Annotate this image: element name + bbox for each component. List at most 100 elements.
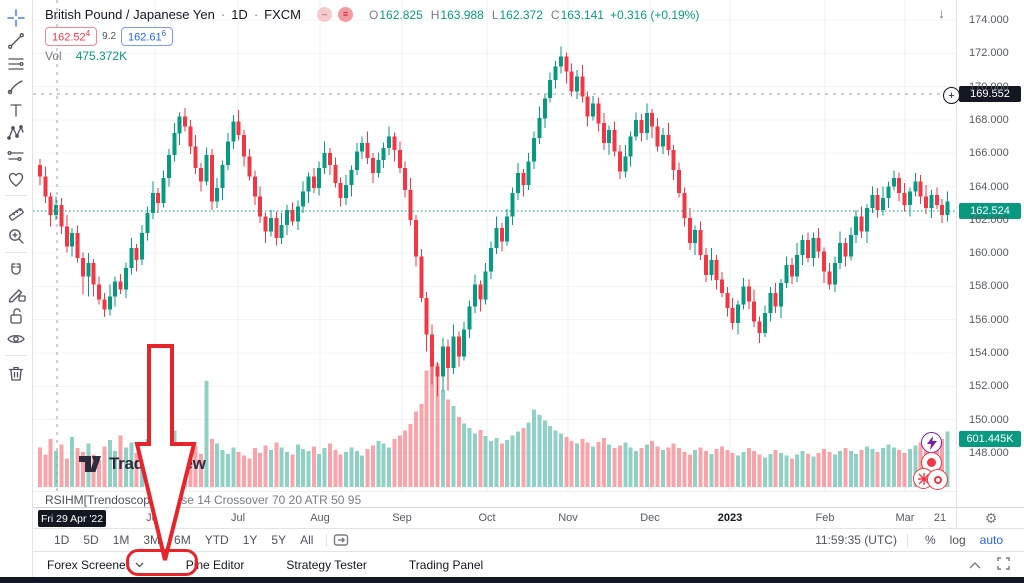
range-buttons: 1D 5D 1M 3M 6M YTD 1Y 5Y All xyxy=(47,531,320,549)
range-button-5y[interactable]: 5Y xyxy=(271,533,287,547)
tradingview-logo-icon xyxy=(79,456,101,472)
candlestick-chart[interactable] xyxy=(33,0,956,491)
time-tick: Dec xyxy=(640,512,660,524)
tab-forex-screener[interactable]: Forex Screener xyxy=(47,558,144,572)
lightning-bubble[interactable] xyxy=(921,432,942,453)
range-button-1y[interactable]: 1Y xyxy=(242,533,258,547)
price-tick: 150.000 xyxy=(969,413,1009,426)
price-tick: 168.000 xyxy=(969,113,1009,126)
emoji-icon xyxy=(8,172,24,187)
sidebar-tool-xabcd-pattern[interactable] xyxy=(3,121,29,144)
xabcd-pattern-icon xyxy=(7,124,24,140)
price-tick: 154.000 xyxy=(969,347,1009,359)
range-button-all[interactable]: All xyxy=(300,533,314,547)
price-axis[interactable]: + 169.552 162.524 601.445K 174.000 172.00… xyxy=(943,0,1024,507)
range-button-5d[interactable]: 5D xyxy=(83,533,99,547)
dot-icon xyxy=(927,458,936,467)
sidebar-tool-zoom-in[interactable] xyxy=(3,224,29,247)
fullscreen-button[interactable] xyxy=(997,556,1010,573)
divider xyxy=(326,533,328,547)
sidebar-tool-trend-line[interactable] xyxy=(3,29,29,52)
magnet-icon xyxy=(11,262,21,275)
sidebar-tool-crosshair[interactable] xyxy=(3,6,29,29)
drawing-toolbar xyxy=(0,0,33,577)
zoom-in-icon xyxy=(9,228,24,244)
ohlc-pair: H163.988 xyxy=(430,7,484,22)
percent-scale-button[interactable]: % xyxy=(924,533,936,547)
trend-line-icon xyxy=(8,32,24,49)
tradingview-watermark: TradingView xyxy=(78,452,206,476)
add-alert-plus-button[interactable]: + xyxy=(943,87,960,104)
sell-button[interactable]: 162.524 xyxy=(45,27,98,46)
clock[interactable]: 11:59:35 (UTC) xyxy=(815,533,897,547)
price-tick: 166.000 xyxy=(969,147,1009,160)
tab-trading-panel[interactable]: Trading Panel xyxy=(408,557,484,572)
chart-pane[interactable]: British Pound / Japanese Yen · 1D · FXCM… xyxy=(33,0,973,491)
quote-row: 162.524 9.2 162.616 xyxy=(45,27,174,46)
sidebar-tool-magnet[interactable] xyxy=(3,258,29,281)
ohlc-pair: L162.372 xyxy=(491,7,543,22)
sidebar-tool-emoji[interactable] xyxy=(3,167,29,190)
divider xyxy=(6,195,26,196)
chevron-down-icon xyxy=(135,562,144,567)
buy-button[interactable]: 162.616 xyxy=(121,27,174,46)
scroll-to-recent-button[interactable]: ↓ xyxy=(938,5,945,21)
range-button-ytd[interactable]: YTD xyxy=(204,533,229,547)
range-button-3m[interactable]: 3M xyxy=(143,533,161,547)
sidebar-tool-brush[interactable] xyxy=(3,75,29,98)
legend-minimize-button[interactable]: – xyxy=(317,7,333,22)
sidebar-tool-measure[interactable] xyxy=(3,201,29,224)
sidebar-tool-remove-drawings[interactable] xyxy=(3,361,29,384)
go-to-date-button[interactable] xyxy=(333,533,349,547)
crosshair-price-label: 169.552 xyxy=(959,86,1021,102)
sidebar-tool-lock-all[interactable] xyxy=(3,304,29,327)
expand-panel-button[interactable] xyxy=(969,558,981,572)
indicator-params: close 14 Crossover 70 20 ATR 50 95 xyxy=(165,492,362,507)
tab-pine-editor[interactable]: Pine Editor xyxy=(185,557,245,572)
symbol-title: British Pound / Japanese Yen xyxy=(45,7,215,22)
tab-strategy-tester[interactable]: Strategy Tester xyxy=(286,557,367,572)
ohlc-pair: O162.825 xyxy=(369,7,423,22)
lightning-icon xyxy=(926,435,937,450)
jpy-flag-bubble[interactable] xyxy=(927,469,948,490)
sidebar-tool-drawing-lock[interactable] xyxy=(3,281,29,304)
time-tick: Jun xyxy=(146,512,164,524)
gear-icon[interactable]: ⚙ xyxy=(984,510,998,527)
divider xyxy=(6,355,26,356)
price-tick: 174.000 xyxy=(969,14,1009,26)
sidebar-tool-forecast[interactable] xyxy=(3,144,29,167)
price-tick: 156.000 xyxy=(969,313,1009,326)
chevron-up-icon xyxy=(969,561,981,568)
text-icon xyxy=(10,103,22,117)
bottom-panel-tabs: Forex Screener Pine Editor Strategy Test… xyxy=(33,551,1024,577)
ohlc-values: O162.825 H163.988 L162.372 C163.141 xyxy=(369,8,604,22)
volume-legend: Vol 475.372K xyxy=(45,49,127,63)
time-axis[interactable]: Fri 29 Apr '22 Jun Jul Aug Sep Oct Nov Dec 2023… xyxy=(33,507,956,529)
lock-all-icon xyxy=(10,307,22,324)
sidebar-tool-hide-drawings[interactable] xyxy=(3,327,29,350)
log-scale-button[interactable]: log xyxy=(949,533,966,547)
sidebar-tool-fib-retracement[interactable] xyxy=(3,52,29,75)
interval-label: 1D xyxy=(231,7,248,22)
divider xyxy=(6,252,26,253)
axis-settings-corner: ⚙ xyxy=(956,507,1024,529)
vol-label: Vol xyxy=(45,49,62,63)
price-tick: 162.000 xyxy=(969,213,1009,226)
time-tick: Feb xyxy=(815,512,835,524)
range-button-1d[interactable]: 1D xyxy=(54,533,70,547)
ohlc-pair: C163.141 xyxy=(550,7,604,22)
time-tick: Jul xyxy=(230,512,246,524)
indicator-status-row[interactable]: RSIHM[Trendoscope] close 14 Crossover 70… xyxy=(33,491,956,507)
range-button-6m[interactable]: 6M xyxy=(174,533,191,547)
sidebar-tool-text[interactable] xyxy=(3,98,29,121)
forecast-icon xyxy=(7,150,24,161)
legend-menu-button[interactable]: ≡ xyxy=(338,7,354,22)
range-button-1m[interactable]: 1M xyxy=(112,533,130,547)
uk-flag-icon xyxy=(917,472,930,485)
price-tick: 152.000 xyxy=(969,380,1009,393)
auto-scale-button[interactable]: auto xyxy=(979,533,1003,547)
go-to-date-icon xyxy=(334,534,349,546)
time-tick: Sep xyxy=(392,512,412,524)
taskbar-strip xyxy=(0,577,1024,583)
